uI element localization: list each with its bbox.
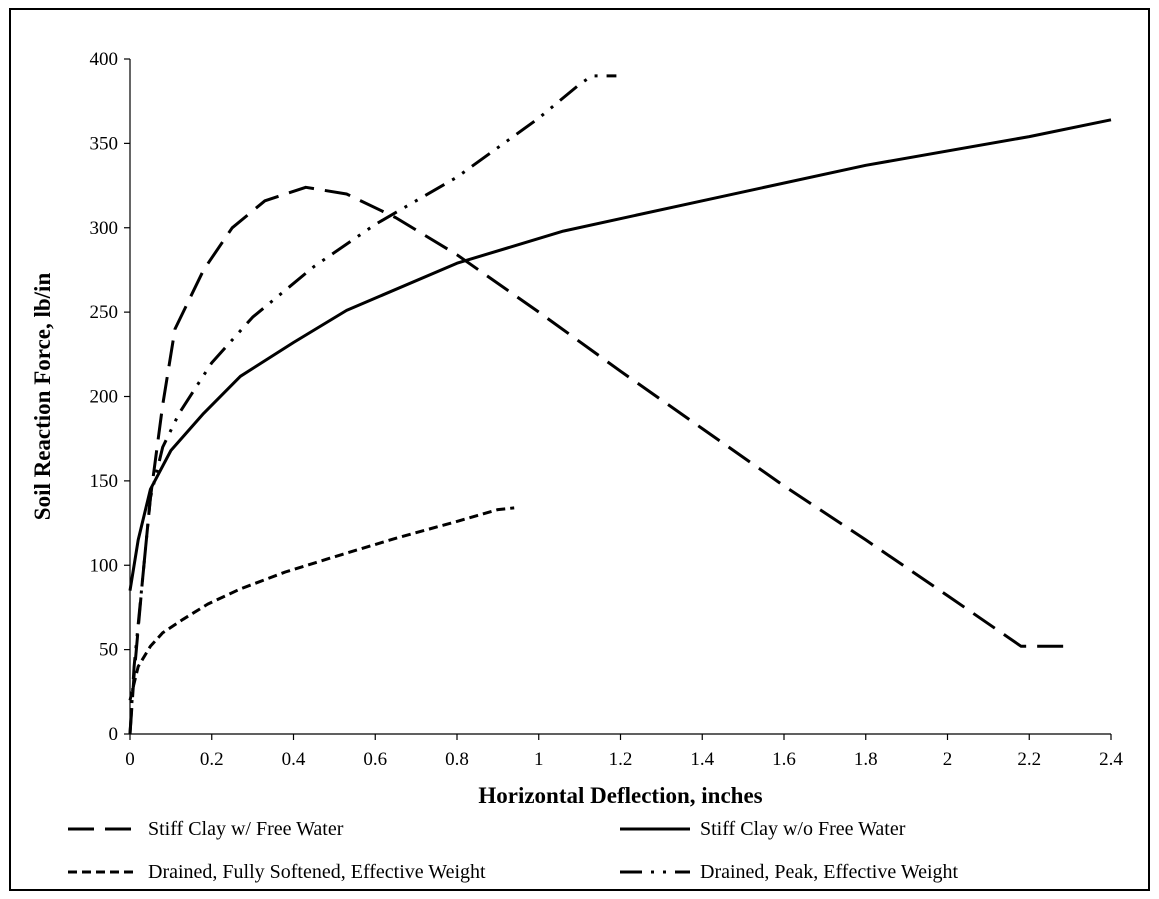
series-layer xyxy=(128,74,1112,735)
legend: Stiff Clay w/ Free Water Stiff Clay w/o F… xyxy=(68,818,959,883)
x-tick-label: 1.4 xyxy=(690,749,714,770)
x-tick-label: 0.2 xyxy=(200,749,224,770)
y-tick-label: 400 xyxy=(90,49,119,70)
series-line-2 xyxy=(128,118,1112,591)
y-tick-label: 200 xyxy=(90,387,119,408)
series-line-3 xyxy=(128,506,515,701)
y-tick-label: 250 xyxy=(90,302,119,323)
series-line-1 xyxy=(128,185,1071,735)
y-axis-title: Soil Reaction Force, lb/in xyxy=(30,273,55,521)
x-tick-label: 0.4 xyxy=(282,749,306,770)
x-tick-label: 0.6 xyxy=(363,749,387,770)
legend-label-1: Stiff Clay w/ Free Water xyxy=(148,818,344,840)
y-tick-label: 150 xyxy=(90,471,119,492)
axes: 0 0.2 0.4 0.6 0.8 1 1.2 1.4 1.6 1.8 2 2.2 2.4 0 50 100 1… xyxy=(90,49,1124,770)
legend-label-2: Stiff Clay w/o Free Water xyxy=(700,818,906,840)
legend-label-3: Drained, Fully Softened, Effective Weigh… xyxy=(148,861,486,883)
y-tick-label: 350 xyxy=(90,133,119,154)
x-tick-label: 2 xyxy=(943,749,953,770)
x-tick-label: 1.2 xyxy=(609,749,633,770)
y-tick-label: 50 xyxy=(99,640,118,661)
y-tick-label: 100 xyxy=(90,555,119,576)
x-axis-title: Horizontal Deflection, inches xyxy=(478,783,762,808)
x-tick-label: 0.8 xyxy=(445,749,469,770)
x-tick-label: 2.4 xyxy=(1099,749,1123,770)
x-tick-label: 1.8 xyxy=(854,749,878,770)
chart-frame xyxy=(9,8,1150,891)
y-tick-label: 300 xyxy=(90,218,119,239)
x-tick-label: 1.6 xyxy=(772,749,796,770)
y-tick-label: 0 xyxy=(109,724,119,745)
x-tick-label: 1 xyxy=(534,749,544,770)
x-tick-label: 0 xyxy=(125,749,135,770)
legend-label-4: Drained, Peak, Effective Weight xyxy=(700,861,959,883)
x-tick-label: 2.2 xyxy=(1017,749,1041,770)
series-line-4 xyxy=(128,74,617,735)
